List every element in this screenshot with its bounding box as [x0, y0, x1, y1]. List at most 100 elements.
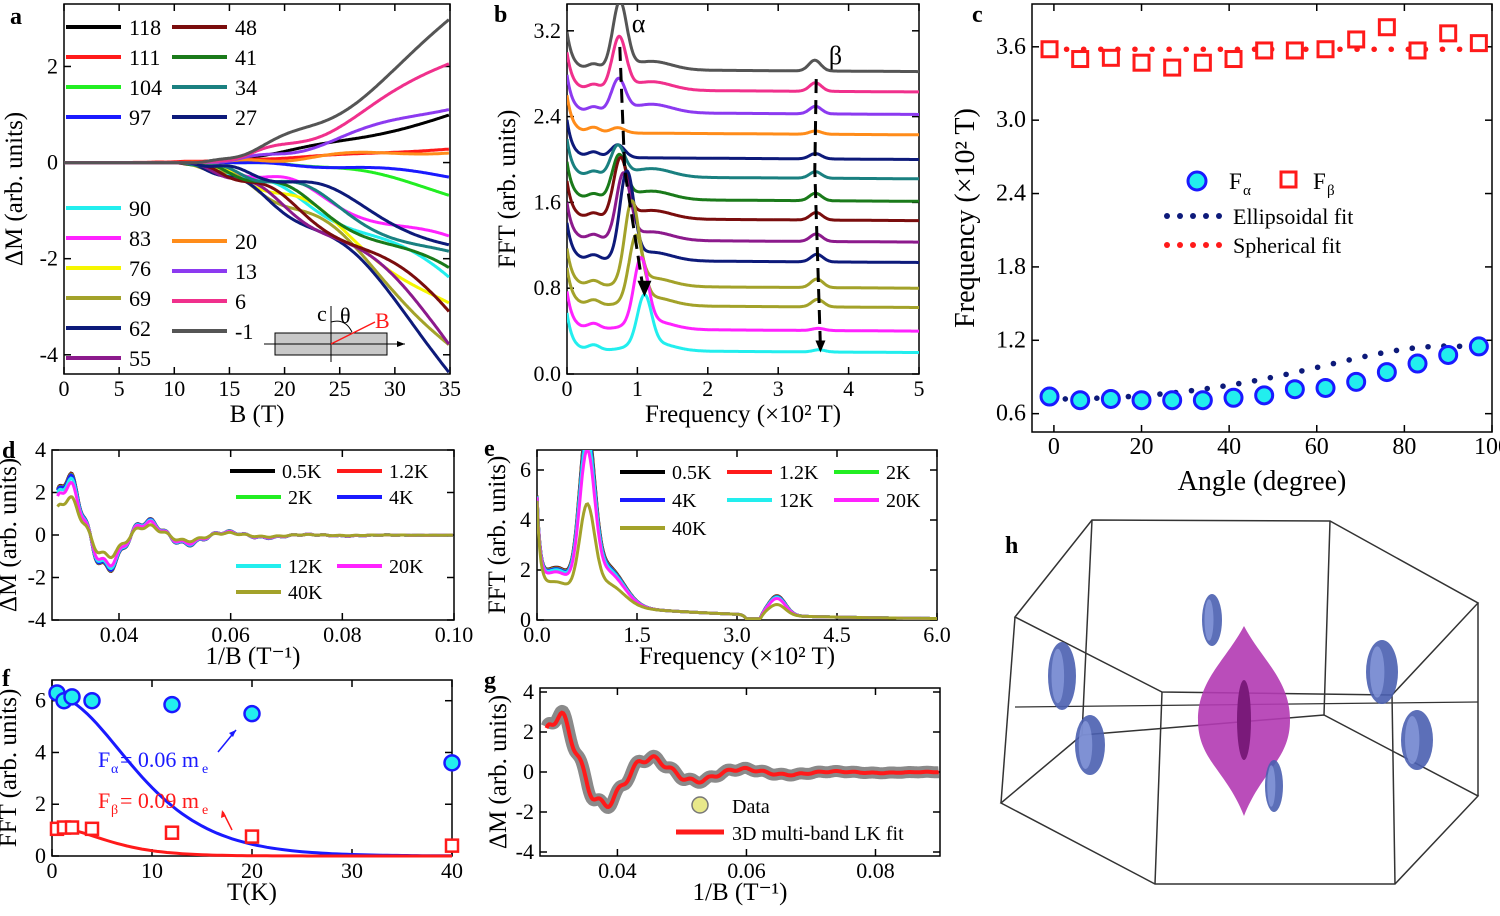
f-alpha-marker: [1254, 385, 1275, 406]
x-tick-label: 6.0: [923, 622, 951, 647]
arrow-icon: [637, 280, 652, 297]
beta-fit-line: [56, 826, 452, 858]
y-tick-label: 0.8: [534, 275, 562, 300]
legend-label: 2K: [886, 462, 911, 484]
series-line--1: [567, 4, 919, 74]
spherical-fit-dot: [1132, 46, 1138, 53]
alpha-mass-unit-sub: e: [202, 762, 208, 777]
x-tick-label: 0: [59, 376, 70, 401]
legend-label: 27: [235, 105, 257, 130]
y-axis-label: ΔM (arb. units): [0, 458, 22, 612]
ellipsoidal-fit-dot: [1425, 343, 1431, 350]
ellipsoidal-fit-dot: [1299, 368, 1305, 374]
y-tick-label: 0: [47, 150, 58, 175]
y-tick-label: 0.0: [534, 361, 562, 386]
legend-data-marker: [691, 796, 709, 814]
f-alpha-marker: [1468, 336, 1489, 357]
panel-label-e: e: [484, 436, 495, 462]
y-tick-label: 2.4: [996, 181, 1026, 207]
legend-label: 62: [129, 316, 151, 341]
legend-ellipsoidal-dot: [1177, 213, 1183, 219]
f-beta-marker: [1163, 58, 1182, 77]
y-tick-label: 3.6: [996, 34, 1026, 60]
series-line-40K: [537, 500, 937, 620]
series-line-62: [567, 169, 919, 264]
series-line-13: [567, 74, 919, 116]
series-group: [64, 18, 450, 374]
inset-angle-arc: [330, 320, 353, 333]
beta-mass-sub: β: [111, 803, 118, 818]
ellipsoidal-fit-dot: [1220, 383, 1226, 390]
y-tick-label: 3.2: [534, 18, 562, 43]
ellipsoidal-fit-dot: [1377, 350, 1384, 357]
ellipsoidal-fit-dot: [1094, 395, 1100, 401]
x-axis-label: Frequency (×10² T): [645, 401, 841, 428]
panel-g: 0.04 0.06 0.08 -4 -2 0 2 4 1/B (T⁻¹) ΔM (arb. uni…: [485, 679, 941, 906]
legend-ellipsoidal-dot: [1203, 213, 1209, 219]
f-alpha-point: [243, 704, 261, 723]
x-tick-label: 0.06: [727, 858, 766, 883]
spherical-fit-dot: [1063, 46, 1070, 53]
spherical-fit-dot: [1303, 46, 1309, 53]
x-tick-label: 15: [218, 376, 240, 401]
inset-b-label: B: [375, 308, 390, 333]
legend-f-beta: F: [1313, 169, 1326, 194]
y-axis-label: Frequency (×10² T): [950, 108, 981, 328]
series-line-20K: [537, 450, 937, 620]
y-tick-label: 2: [35, 791, 46, 816]
x-tick-label: 60: [1305, 434, 1329, 460]
panel-label-a: a: [10, 4, 22, 30]
f-alpha-marker: [1192, 390, 1213, 411]
x-tick-label: 3: [773, 376, 784, 401]
y-axis-label: ΔM (arb. units): [485, 695, 512, 849]
f-alpha-marker: [1438, 344, 1459, 365]
ellipsoidal-fit-dot: [1251, 377, 1258, 384]
series-line-6: [567, 34, 919, 94]
panel-label-d: d: [2, 438, 16, 464]
alpha-mass-sub: α: [111, 762, 119, 777]
x-tick-label: 0.08: [856, 858, 895, 883]
legend-label: 4K: [672, 490, 697, 512]
panel-f: 0 10 20 30 40 0 2 4 6 T(K) FFT (arb. units) F α = 0.…: [0, 679, 463, 906]
y-tick-label: 0: [35, 522, 46, 547]
inset-theta-label: θ: [340, 303, 351, 328]
legend-label: 41: [235, 45, 257, 70]
x-tick-label: 0: [47, 858, 58, 883]
f-alpha-marker: [1284, 379, 1305, 400]
x-tick-label: 5: [114, 376, 125, 401]
y-tick-label: 0: [35, 843, 46, 868]
x-tick-label: 2: [702, 376, 713, 401]
legend-label: 12K: [779, 490, 814, 512]
ellipsoidal-fit-dot: [1125, 393, 1132, 400]
legend-label: 90: [129, 196, 151, 221]
f-alpha-marker: [1223, 387, 1244, 408]
panel-label-h: h: [1005, 533, 1018, 559]
x-tick-label: 30: [341, 858, 363, 883]
x-axis-label: T(K): [227, 879, 277, 906]
x-tick-label: 1: [632, 376, 643, 401]
f-beta-marker: [1347, 30, 1366, 49]
legend-label: 1.2K: [779, 462, 819, 484]
legend-spherical-dot: [1177, 242, 1183, 248]
y-tick-label: 6: [520, 457, 531, 482]
ellipsoidal-fit-dot: [1314, 364, 1321, 371]
series-line-69: [567, 199, 919, 290]
x-tick-label: 0.08: [323, 622, 362, 647]
y-axis-label: FFT (arb. units): [494, 110, 521, 269]
legend-label: 20K: [886, 490, 921, 512]
x-tick-label: 1.5: [623, 622, 651, 647]
f-beta-point: [164, 825, 180, 840]
plot-frame: [536, 449, 938, 621]
ellipsoidal-fit-dot: [1283, 371, 1289, 378]
x-tick-label: 0.04: [598, 858, 637, 883]
beta-mass-label: F: [98, 788, 110, 813]
f-beta-marker: [1408, 41, 1427, 60]
y-tick-label: 2: [35, 480, 46, 505]
alpha-mass-label: F: [98, 747, 110, 772]
x-tick-label: 100: [1474, 434, 1500, 460]
x-tick-label: 0: [1048, 434, 1060, 460]
x-tick-label: 80: [1392, 434, 1416, 460]
spherical-fit-dot: [1200, 46, 1207, 53]
arrow-icon: [229, 730, 236, 737]
